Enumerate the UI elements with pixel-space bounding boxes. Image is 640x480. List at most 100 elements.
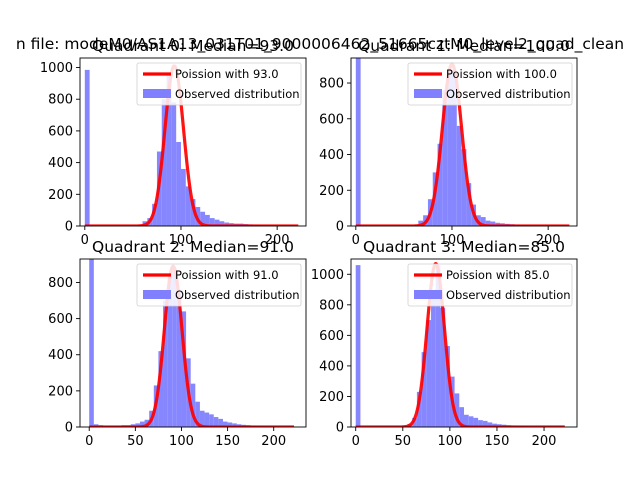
plot-area [88, 259, 297, 427]
histogram-bar [166, 73, 172, 226]
axes-frame [79, 258, 307, 428]
histogram-bar [158, 351, 164, 427]
legend-swatch-patch [143, 290, 171, 299]
histogram-bar [445, 346, 450, 427]
histogram-bar [495, 222, 501, 226]
histogram-bar [167, 277, 173, 427]
histogram-bar [176, 289, 182, 427]
histogram-bar [227, 422, 233, 427]
x-tick-label: 0 [352, 233, 360, 248]
y-tick-label: 0 [65, 421, 73, 436]
histogram-bar [171, 102, 177, 226]
x-tick-label: 200 [536, 233, 561, 248]
axes-frame [350, 57, 578, 227]
y-tick-label: 0 [65, 220, 73, 235]
panel-title: Quadrant 1: Median=100.0 [358, 37, 570, 55]
quadrant-panel-0: 0 100 200 0 200 400 600 800 1000 Poission with 93… [40, 37, 307, 248]
histogram-bar [214, 219, 220, 226]
y-tick-label: 400 [48, 156, 73, 171]
x-tick-label: 150 [215, 434, 240, 449]
y-tick-label: 200 [319, 390, 344, 405]
histogram-bar [213, 417, 219, 427]
histogram-bar [482, 420, 488, 427]
legend-label-observed: Observed distribution [175, 288, 300, 302]
poisson-curve [83, 64, 300, 226]
y-tick-label: 600 [319, 112, 344, 127]
histogram-bar [161, 99, 167, 226]
histogram-bar [442, 90, 448, 226]
histogram-bar [461, 149, 467, 226]
legend-label-poisson: Poission with 85.0 [446, 268, 550, 282]
histogram-bar [355, 58, 361, 226]
histogram-bar [199, 410, 205, 427]
histogram-bar [152, 203, 157, 226]
y-tick-label: 0 [336, 421, 344, 436]
histogram-bar [456, 125, 462, 226]
quadrant-panel-1: 0 100 200 0 200 400 600 800 Poission with 100.0 O… [319, 37, 578, 248]
histogram-bar [181, 311, 187, 427]
x-tick-label: 50 [127, 434, 144, 449]
poisson-curve [354, 62, 571, 226]
y-tick-label: 0 [336, 220, 344, 235]
histogram-bar [190, 383, 196, 427]
x-tick-label: 100 [169, 233, 194, 248]
legend-swatch-patch [414, 290, 442, 299]
y-tick-label: 200 [48, 188, 73, 203]
histogram-bar [447, 70, 452, 226]
y-tick-label: 800 [319, 298, 344, 313]
legend-swatch-patch [143, 89, 171, 98]
histogram-bar [200, 211, 206, 226]
poisson-curve [354, 261, 566, 427]
x-tick-label: 200 [265, 233, 290, 248]
histogram-bar [473, 417, 479, 427]
histogram-bar [437, 143, 443, 226]
histogram-bar [176, 142, 181, 226]
y-tick-label: 400 [319, 148, 344, 163]
panel-title: Quadrant 2: Median=91.0 [92, 238, 294, 256]
y-tick-label: 400 [48, 348, 73, 363]
histogram-bar [355, 265, 361, 427]
figure-suptitle: n file: modeM0/AS1A13_031T01_9000006462_… [16, 35, 624, 54]
histogram-bar [426, 320, 432, 427]
y-tick-label: 800 [319, 77, 344, 92]
histogram-bar [466, 183, 472, 226]
histogram-bar [232, 423, 237, 427]
y-tick-label: 1000 [311, 268, 344, 283]
y-tick-label: 600 [319, 329, 344, 344]
panel-title: Quadrant 3: Median=85.0 [363, 238, 565, 256]
histogram-bar [454, 393, 460, 427]
x-tick-label: 0 [85, 434, 93, 449]
y-tick-label: 600 [48, 124, 73, 139]
histogram-bar [135, 423, 140, 427]
y-tick-label: 200 [319, 184, 344, 199]
histogram-bar [464, 414, 469, 427]
quadrant-panel-2: 0 50 100 150 200 0 200 400 600 800 Poission with 9… [48, 238, 307, 449]
legend-label-observed: Observed distribution [446, 288, 571, 302]
histogram-bar [485, 220, 491, 226]
y-tick-label: 600 [48, 312, 73, 327]
y-tick-label: 200 [48, 384, 73, 399]
histogram-bar [209, 218, 215, 226]
panel-title: Quadrant 0: Median=93.0 [92, 37, 294, 55]
legend-label-observed: Observed distribution [446, 87, 571, 101]
plot-area [354, 58, 573, 226]
histogram-bar [163, 300, 168, 427]
histogram-bar [435, 265, 441, 427]
poisson-curve [88, 264, 296, 427]
axes-frame [350, 258, 578, 428]
axes-frame [79, 57, 307, 227]
histogram-bar [205, 214, 210, 226]
histogram-bar [412, 417, 417, 427]
x-tick-label: 200 [261, 434, 286, 449]
histogram-bar [139, 421, 145, 427]
x-tick-label: 100 [169, 434, 194, 449]
histogram-bar [219, 221, 225, 226]
histogram-bar [478, 420, 483, 427]
y-tick-label: 400 [319, 359, 344, 374]
legend-box [136, 62, 302, 106]
histogram-bar [492, 423, 497, 427]
histogram-bar [185, 186, 191, 226]
legend-label-poisson: Poission with 91.0 [175, 268, 279, 282]
legend-label-observed: Observed distribution [175, 87, 300, 101]
